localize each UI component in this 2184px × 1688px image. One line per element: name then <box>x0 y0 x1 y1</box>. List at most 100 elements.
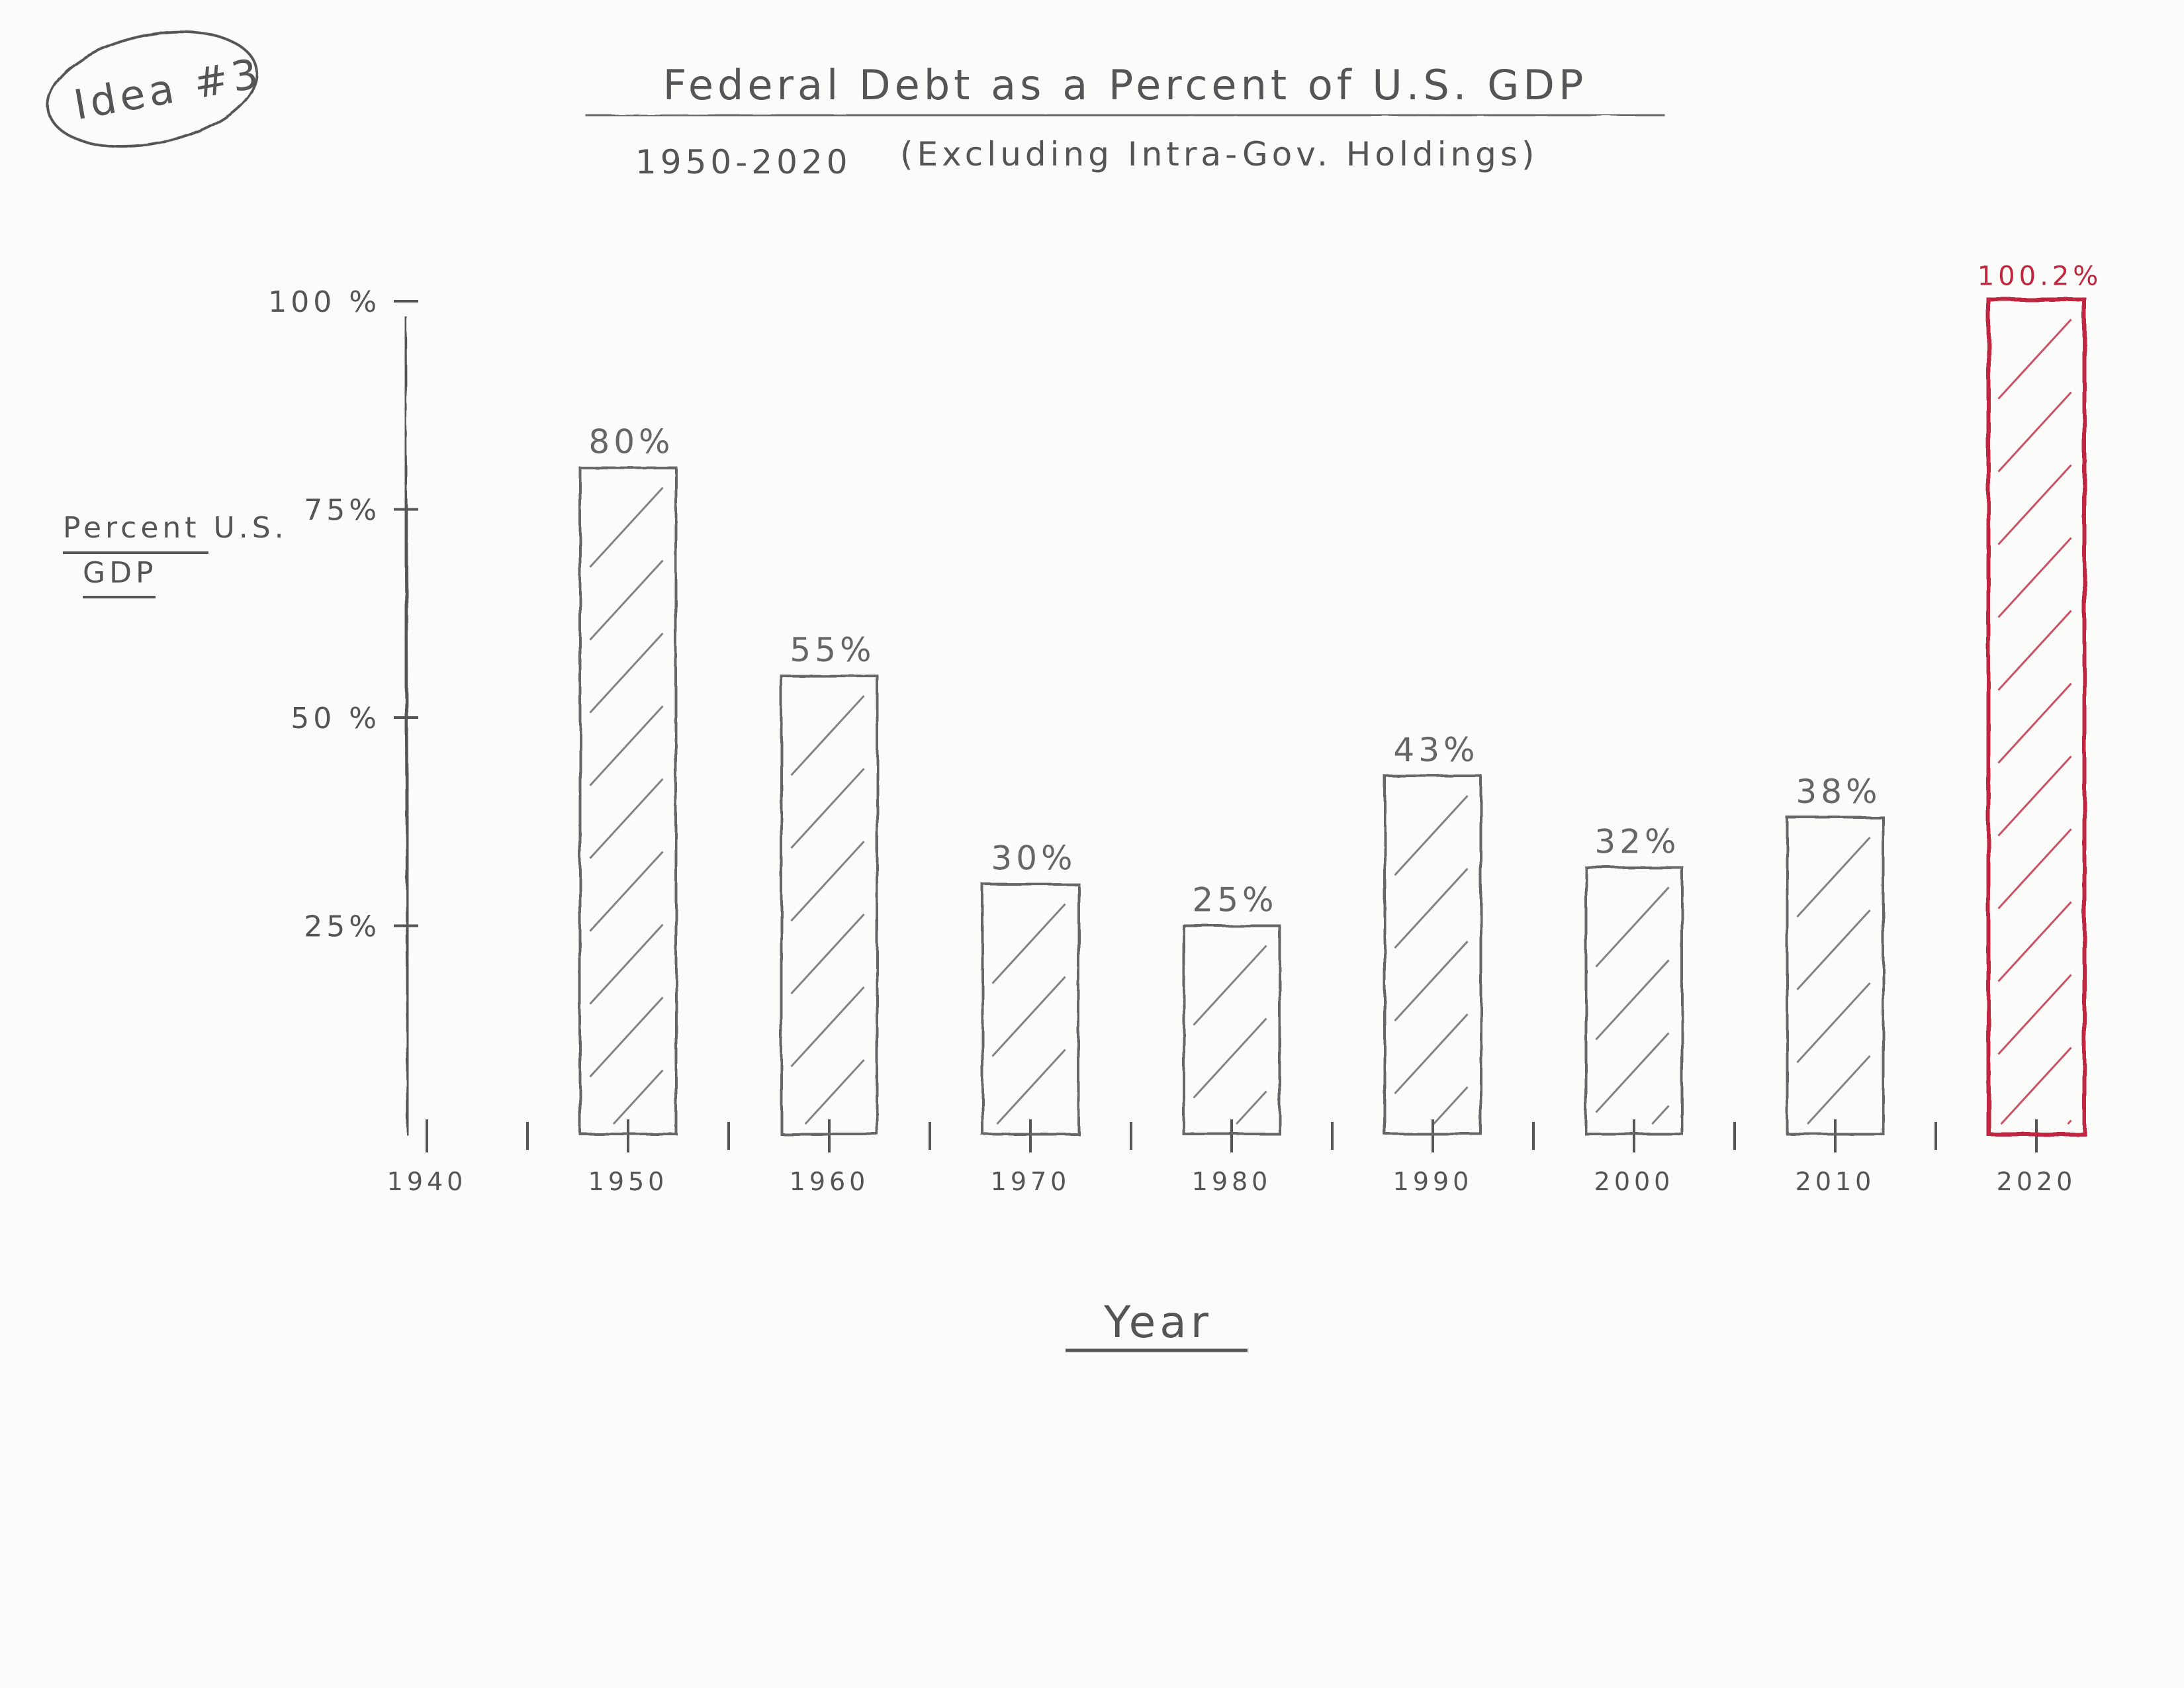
bar-hatch <box>790 695 865 776</box>
bar-outline <box>1383 774 1482 1136</box>
bar-2010: 38% <box>1786 773 1885 1135</box>
bar-hatch <box>1595 959 1670 1041</box>
bar-value-label: 43% <box>1393 731 1479 769</box>
bar-value-label: 55% <box>790 631 875 669</box>
bar-hatch <box>1394 868 1469 949</box>
x-tick-label: 1990 <box>1393 1167 1473 1196</box>
bars: 80% 55% 30% 25% 43% 32% 38% 100.2% <box>578 261 2103 1136</box>
idea-note-text: Idea #3 <box>70 49 265 130</box>
bar-value-label: 30% <box>991 839 1076 878</box>
bar-hatch <box>1997 610 2072 691</box>
bar-hatch <box>1997 464 2072 545</box>
bar-hatch <box>589 778 664 859</box>
bar-hatch <box>1796 909 1871 990</box>
bar-hatch <box>1193 945 1267 1026</box>
bar-value-label: 32% <box>1594 822 1680 861</box>
bar-hatch <box>1236 1090 1267 1125</box>
bar-hatch <box>589 923 664 1005</box>
y-ticks: 25% 50 % 75% 100 % <box>268 285 418 944</box>
x-tick-label: 2000 <box>1594 1167 1674 1196</box>
bar-1960: 55% <box>780 631 879 1135</box>
chart-subtitle-note: (Excluding Intra-Gov. Holdings) <box>900 135 1538 173</box>
x-tick-label: 2020 <box>1997 1167 2077 1196</box>
bar-hatch <box>790 986 865 1068</box>
bar-hatch <box>589 559 664 641</box>
x-tick-label: 1950 <box>588 1167 668 1196</box>
bar-hatch <box>1997 901 2072 982</box>
bar-hatch <box>804 1059 865 1125</box>
bar-hatch <box>1651 1105 1670 1125</box>
bar-value-label: 38% <box>1796 773 1881 811</box>
bar-outline <box>578 466 678 1135</box>
y-tick-label: 100 % <box>268 285 381 319</box>
bar-hatch <box>589 632 664 714</box>
bar-hatch <box>1997 974 2072 1055</box>
bar-hatch <box>1394 1013 1469 1095</box>
bar-hatch <box>1997 391 2072 473</box>
bar-value-label: 100.2% <box>1978 261 2103 291</box>
bar-hatch <box>790 768 865 849</box>
bar-hatch <box>1997 318 2072 400</box>
bar-hatch <box>790 914 865 995</box>
bar-hatch <box>589 705 664 786</box>
y-axis-label-line1: Percent U.S. <box>63 511 288 545</box>
bar-hatch <box>1394 795 1469 876</box>
chart-header: Federal Debt as a Percent of U.S. GDP 19… <box>585 61 1665 181</box>
bar-hatch <box>1595 886 1670 968</box>
y-tick-label: 25% <box>304 910 381 944</box>
bar-outline <box>1986 297 2087 1136</box>
bar-hatch <box>1997 537 2072 618</box>
bar-hatch <box>1997 828 2072 910</box>
bar-1990: 43% <box>1383 731 1482 1136</box>
bar-outline <box>1182 924 1281 1135</box>
bar-1980: 25% <box>1182 881 1281 1135</box>
x-tick-label: 1970 <box>991 1167 1071 1196</box>
x-tick-label: 2010 <box>1796 1167 1876 1196</box>
chart-title: Federal Debt as a Percent of U.S. GDP <box>663 61 1588 109</box>
bar-hatch <box>589 851 664 932</box>
bar-hatch <box>1595 1032 1670 1113</box>
y-axis-label: Percent U.S. GDP <box>63 511 288 598</box>
bar-outline <box>981 882 1080 1135</box>
bar-hatch <box>996 1049 1066 1125</box>
y-tick-label: 75% <box>304 494 381 528</box>
bar-hatch <box>1796 836 1871 917</box>
bar-outline <box>1584 866 1684 1135</box>
bar-hatch <box>589 996 664 1078</box>
bar-hatch <box>991 976 1066 1057</box>
bar-outline <box>1786 816 1885 1135</box>
y-axis-label-line2: GDP <box>83 556 158 590</box>
bar-hatch <box>2000 1047 2072 1125</box>
bar-hatch <box>1433 1086 1469 1125</box>
bar-hatch <box>612 1069 664 1125</box>
x-ticks: 1940 1950 1960 1970 1980 1990 2000 2010 2020 <box>387 1119 2077 1196</box>
bar-hatch <box>1997 755 2072 837</box>
y-tick-label: 50 % <box>291 702 381 735</box>
bar-hatch <box>991 903 1066 984</box>
bar-hatch <box>1193 1017 1267 1099</box>
bar-outline <box>780 675 879 1135</box>
bar-value-label: 25% <box>1192 881 1277 919</box>
bar-hatch <box>1997 682 2072 764</box>
x-tick-label: 1940 <box>387 1167 467 1196</box>
x-axis-label: Year <box>1066 1297 1248 1352</box>
bar-hatch <box>1796 982 1871 1063</box>
x-tick-label: 1980 <box>1192 1167 1272 1196</box>
bar-hatch <box>1394 941 1469 1022</box>
bar-hatch <box>589 487 664 568</box>
bar-hatch <box>790 841 865 922</box>
bar-2000: 32% <box>1584 822 1684 1135</box>
bar-1950: 80% <box>578 423 678 1135</box>
chart-subtitle-years: 1950-2020 <box>635 143 852 181</box>
idea-note: Idea #3 <box>46 30 265 148</box>
x-axis-label-text: Year <box>1103 1297 1212 1348</box>
bar-hatch <box>2067 1119 2072 1125</box>
title-underline <box>585 113 1665 118</box>
bar-hatch <box>1806 1055 1871 1125</box>
y-axis-line <box>403 316 410 1136</box>
x-tick-label: 1960 <box>790 1167 870 1196</box>
bar-2020: 100.2% <box>1978 261 2103 1136</box>
bar-value-label: 80% <box>588 423 674 461</box>
bar-1970: 30% <box>981 839 1080 1135</box>
